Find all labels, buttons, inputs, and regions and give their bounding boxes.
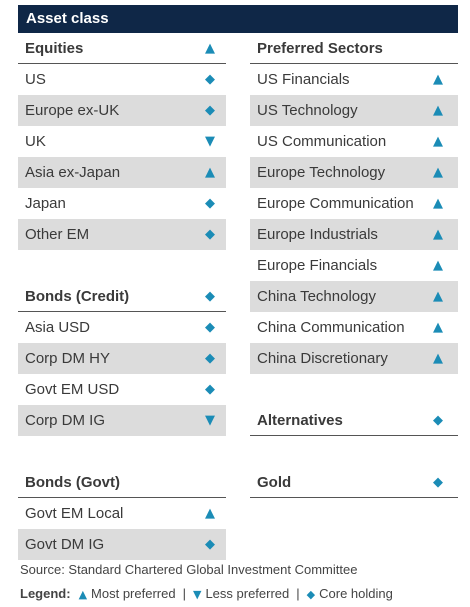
asset-row: UK ▼ [18, 126, 226, 157]
view-icon: ▲ [433, 289, 443, 304]
asset-row: China Communication ▲ [250, 312, 458, 343]
legend-title: Legend: [20, 586, 71, 601]
asset-row: Europe Communication ▲ [250, 188, 458, 219]
asset-row: Europe Financials ▲ [250, 250, 458, 281]
legend-label: Most preferred [91, 586, 176, 601]
asset-row: US ◆ [18, 64, 226, 95]
legend-label: Core holding [319, 586, 393, 601]
heading-text: Preferred Sectors [257, 40, 383, 57]
asset-row: US Financials ▲ [250, 64, 458, 95]
view-icon: ▲ [433, 320, 443, 335]
view-icon: ◆ [205, 227, 215, 242]
asset-row: Asia USD ◆ [18, 312, 226, 343]
asset-row: US Communication ▲ [250, 126, 458, 157]
legend-separator: | [296, 586, 300, 601]
asset-label: Govt EM Local [25, 505, 124, 522]
view-icon: ◆ [205, 320, 215, 335]
view-icon: ▼ [205, 134, 215, 149]
view-icon: ◆ [205, 289, 215, 304]
asset-label: Europe Technology [257, 164, 386, 181]
asset-row: Other EM ◆ [18, 219, 226, 250]
view-icon: ▲ [433, 227, 443, 242]
section-heading: Preferred Sectors [250, 33, 458, 64]
asset-label: Europe Financials [257, 257, 378, 274]
view-icon: ◆ [205, 537, 215, 552]
view-icon: ◆ [205, 72, 215, 87]
legend-icon: ▲ [78, 588, 88, 601]
view-icon: ▲ [433, 196, 443, 211]
asset-label: Japan [25, 195, 66, 212]
view-icon: ◆ [205, 103, 215, 118]
view-icon: ◆ [205, 382, 215, 397]
asset-label: UK [25, 133, 46, 150]
view-icon: ◆ [205, 351, 215, 366]
asset-label: Govt DM IG [25, 536, 105, 553]
view-icon: ◆ [433, 475, 443, 490]
view-icon: ▲ [433, 134, 443, 149]
view-icon: ▲ [433, 165, 443, 180]
asset-label: Europe ex-UK [25, 102, 120, 119]
asset-label: Other EM [25, 226, 90, 243]
asset-row: Europe Industrials ▲ [250, 219, 458, 250]
view-icon: ▲ [205, 41, 215, 56]
view-icon: ◆ [433, 413, 443, 428]
asset-label: China Communication [257, 319, 405, 336]
asset-label: Corp DM IG [25, 412, 106, 429]
legend-icon: ▼ [192, 588, 202, 601]
asset-label: US Communication [257, 133, 387, 150]
heading-text: Equities [25, 40, 84, 57]
section-heading: Bonds (Govt) [18, 467, 226, 498]
section-heading: Alternatives ◆ [250, 405, 458, 436]
asset-row: US Technology ▲ [250, 95, 458, 126]
section-heading: Equities ▲ [18, 33, 226, 64]
asset-label: China Discretionary [257, 350, 388, 367]
asset-row: Govt DM IG ◆ [18, 529, 226, 560]
heading-text: Bonds (Govt) [25, 474, 120, 491]
asset-row: China Technology ▲ [250, 281, 458, 312]
view-icon: ◆ [205, 196, 215, 211]
asset-label: China Technology [257, 288, 376, 305]
view-icon: ▲ [433, 103, 443, 118]
view-icon: ▲ [433, 351, 443, 366]
asset-row: Corp DM IG ▼ [18, 405, 226, 436]
legend-separator: | [182, 586, 186, 601]
view-icon: ▲ [205, 165, 215, 180]
asset-label: Corp DM HY [25, 350, 111, 367]
asset-row: Corp DM HY ◆ [18, 343, 226, 374]
view-icon: ▼ [205, 413, 215, 428]
asset-row: Europe Technology ▲ [250, 157, 458, 188]
asset-label: Europe Industrials [257, 226, 378, 243]
asset-label: Asia USD [25, 319, 91, 336]
view-icon: ▲ [433, 72, 443, 87]
asset-label: US Technology [257, 102, 358, 119]
asset-label: Europe Communication [257, 195, 414, 212]
section-heading: Gold ◆ [250, 467, 458, 498]
asset-row: Europe ex-UK ◆ [18, 95, 226, 126]
asset-label: Govt EM USD [25, 381, 120, 398]
asset-row: Asia ex-Japan ▲ [18, 157, 226, 188]
asset-label: Asia ex-Japan [25, 164, 121, 181]
asset-row: Govt EM Local ▲ [18, 498, 226, 529]
asset-row: Govt EM USD ◆ [18, 374, 226, 405]
view-icon: ▲ [433, 258, 443, 273]
asset-label: US Financials [257, 71, 350, 88]
legend: Legend: ▲ Most preferred | ▼ Less preferred | ◆… [20, 586, 393, 601]
asset-label: US [25, 71, 46, 88]
view-icon: ▲ [205, 506, 215, 521]
source-note: Source: Standard Chartered Global Invest… [20, 562, 358, 577]
legend-icon: ◆ [306, 588, 316, 601]
heading-text: Alternatives [257, 412, 343, 429]
heading-text: Gold [257, 474, 292, 491]
legend-label: Less preferred [205, 586, 290, 601]
asset-row: China Discretionary ▲ [250, 343, 458, 374]
heading-text: Bonds (Credit) [25, 288, 130, 305]
table-title: Asset class [18, 5, 458, 33]
section-heading: Bonds (Credit) ◆ [18, 281, 226, 312]
asset-row: Japan ◆ [18, 188, 226, 219]
